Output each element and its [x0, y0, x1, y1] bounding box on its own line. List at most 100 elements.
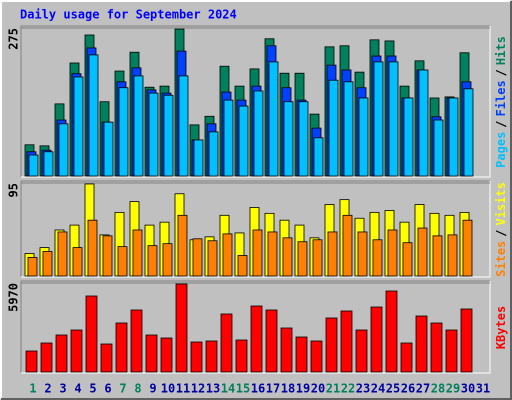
bar: [55, 334, 68, 373]
bar: [267, 231, 278, 277]
x-tick-label: 12: [191, 382, 205, 396]
x-tick-label: 13: [206, 382, 220, 396]
x-tick-label: 3: [59, 382, 66, 396]
bar: [220, 313, 233, 373]
bar: [282, 237, 293, 277]
legend-separator: /: [494, 120, 508, 127]
bar: [403, 97, 414, 177]
x-tick-label: 18: [281, 382, 295, 396]
bar: [72, 247, 83, 277]
bar: [313, 137, 324, 177]
bar: [235, 339, 248, 373]
bar: [265, 309, 278, 373]
bar: [205, 340, 218, 373]
bar: [327, 231, 338, 277]
bar: [222, 233, 233, 277]
bar: [238, 105, 249, 177]
bar: [115, 322, 128, 373]
bar: [447, 234, 458, 277]
x-tick-label: 24: [371, 382, 385, 396]
bar: [162, 243, 173, 277]
bar: [193, 139, 204, 177]
bar: [445, 329, 458, 373]
bar: [43, 151, 54, 177]
bar: [57, 231, 68, 277]
bar: [295, 336, 308, 373]
bar: [223, 99, 234, 177]
y-tick-label: 275: [7, 28, 21, 50]
bar: [102, 235, 113, 277]
bar: [253, 90, 264, 177]
bar: [147, 245, 158, 277]
bar: [387, 229, 398, 277]
x-tick-label: 27: [416, 382, 430, 396]
x-tick-label: 6: [104, 382, 111, 396]
x-tick-label: 26: [401, 382, 415, 396]
x-tick-label: 25: [386, 382, 400, 396]
x-tick-label: 8: [134, 382, 141, 396]
legend-entry: Pages: [494, 132, 508, 168]
legend-separator: /: [494, 69, 508, 76]
bar: [415, 315, 428, 373]
x-tick-label: 15: [236, 382, 250, 396]
x-tick-label: 1: [29, 382, 36, 396]
bar: [388, 61, 399, 177]
bar: [177, 214, 188, 277]
bar: [433, 119, 444, 177]
y-tick-label: 5970: [7, 283, 21, 312]
bar: [58, 123, 69, 177]
bar: [417, 227, 428, 277]
bar: [163, 94, 174, 177]
x-tick-label: 22: [341, 382, 355, 396]
bar: [310, 340, 323, 373]
bar: [400, 342, 413, 373]
bar: [373, 61, 384, 177]
bar: [298, 101, 309, 177]
bar: [312, 239, 323, 277]
bar: [448, 97, 459, 177]
plot-border-light: [21, 26, 491, 178]
bar: [460, 308, 473, 373]
x-tick-label: 14: [221, 382, 235, 396]
x-tick-label: 31: [476, 382, 490, 396]
x-tick-label: 19: [296, 382, 310, 396]
x-tick-label: 29: [446, 382, 460, 396]
x-tick-label: 4: [74, 382, 81, 396]
y-tick-label: 95: [7, 183, 21, 197]
x-tick-label: 9: [149, 382, 156, 396]
x-tick-label: 28: [431, 382, 445, 396]
bar: [342, 214, 353, 277]
bar: [370, 306, 383, 373]
bar: [130, 309, 143, 373]
x-tick-label: 5: [89, 382, 96, 396]
legend-entry: Hits: [494, 36, 508, 65]
bar: [192, 238, 203, 277]
x-tick-label: 16: [251, 382, 265, 396]
plot-border-light: [21, 281, 491, 374]
plot-border-dark: [20, 280, 490, 373]
x-tick-label: 11: [176, 382, 190, 396]
legend: KBytes: [494, 306, 508, 349]
bar: [42, 251, 53, 277]
bar: [325, 317, 338, 373]
bar: [85, 295, 98, 373]
bar: [40, 342, 53, 373]
bar: [87, 219, 98, 277]
plot-border-light: [21, 181, 491, 278]
x-tick-label: 23: [356, 382, 370, 396]
bar: [462, 219, 473, 277]
chart-title: Daily usage for September 2024: [20, 8, 237, 22]
bar: [297, 241, 308, 277]
bar: [343, 81, 354, 177]
x-tick-label: 20: [311, 382, 325, 396]
bar: [175, 283, 188, 373]
bar: [430, 322, 443, 373]
bar: [355, 329, 368, 373]
bar: [207, 240, 218, 277]
bar: [103, 121, 114, 177]
bar: [73, 76, 84, 177]
bar: [237, 255, 248, 277]
